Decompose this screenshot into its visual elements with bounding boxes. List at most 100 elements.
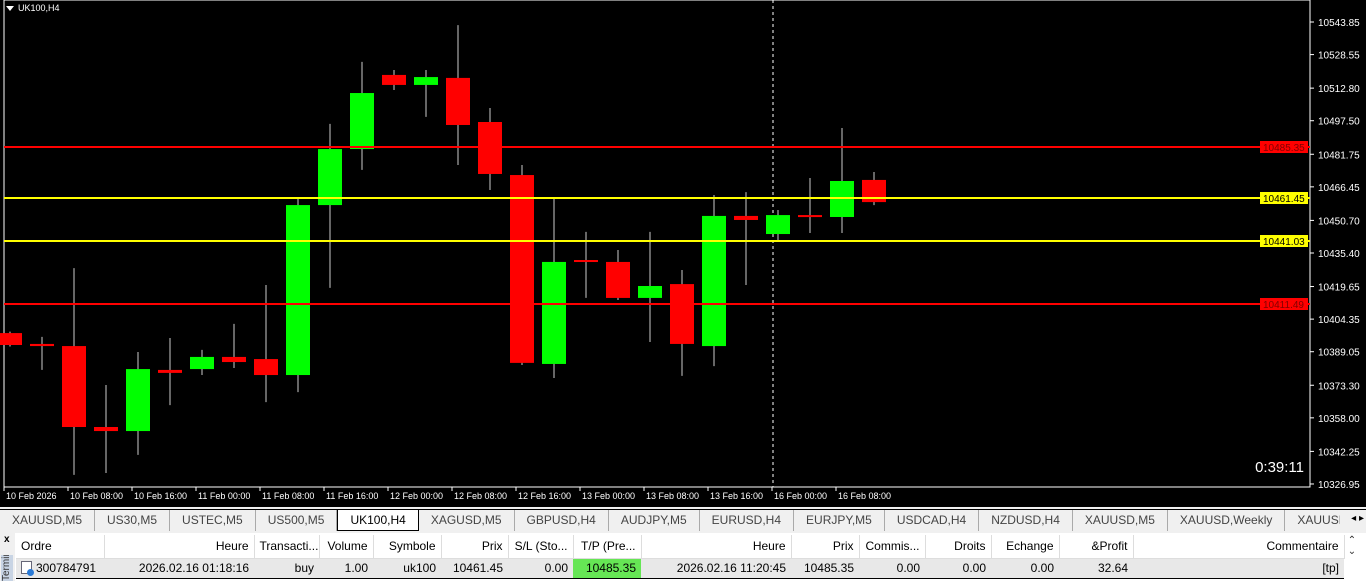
bull-candle xyxy=(702,215,726,347)
bear-candle xyxy=(574,260,598,263)
tab-eurusd-h4[interactable]: EURUSD,H4 xyxy=(700,510,795,531)
column-header[interactable]: Prix xyxy=(441,535,509,559)
table-cell: 10485.35 xyxy=(791,558,859,579)
chart-symbol-label: UK100,H4 xyxy=(18,3,60,13)
bear-candle xyxy=(446,77,470,125)
price-chart[interactable]: 10543.85 10528.55 10512.80 10497.50 10481.75… xyxy=(0,0,1366,507)
column-header[interactable]: Heure xyxy=(104,535,255,559)
column-header[interactable]: Ordre xyxy=(16,535,105,559)
tab-eurjpy-m5[interactable]: EURJPY,M5 xyxy=(794,510,885,531)
price-tick-label: 10342.25 xyxy=(1318,447,1360,458)
bear-candle xyxy=(382,74,406,85)
vertical-scrollbar[interactable]: ⌃ ⌄ xyxy=(1344,535,1360,579)
table-row[interactable]: 300784791 2026.02.16 01:18:16 buy 1.00 uk100… xyxy=(16,558,1344,579)
price-tick-label: 10528.55 xyxy=(1318,51,1360,62)
price-level-label: 10461.45 xyxy=(1263,194,1305,205)
bear-candle xyxy=(734,215,758,220)
tab-scroll-arrows-icon[interactable]: ◂ ▸ xyxy=(1342,513,1364,524)
bear-candle xyxy=(30,343,54,347)
price-level-label: 10441.03 xyxy=(1263,237,1305,248)
bear-candle xyxy=(798,215,822,218)
price-level-tag xyxy=(1260,141,1308,153)
tab-us500-m5[interactable]: US500,M5 xyxy=(256,510,338,531)
tab-nzdusd-h4[interactable]: NZDUSD,H4 xyxy=(979,510,1073,531)
terminal-panel: x Terminal Ordre Heure Transacti... Volume S… xyxy=(0,533,1366,581)
scroll-up-icon[interactable]: ⌃ xyxy=(1347,535,1357,546)
bear-candle xyxy=(222,356,246,363)
price-level-label: 10485.35 xyxy=(1263,143,1305,154)
table-cell: 0.00 xyxy=(991,558,1059,579)
time-label: 10 Feb 2026 xyxy=(6,491,57,501)
column-header[interactable]: Transacti... xyxy=(254,535,320,559)
column-header[interactable]: Commis... xyxy=(859,535,926,559)
tab-ustec-m5[interactable]: USTEC,M5 xyxy=(170,510,256,531)
bear-candle xyxy=(94,427,118,432)
column-header[interactable]: Volume xyxy=(319,535,374,559)
bull-candle xyxy=(638,286,662,298)
time-label: 13 Feb 08:00 xyxy=(646,491,699,501)
time-label: 12 Feb 08:00 xyxy=(454,491,507,501)
table-cell: 0.00 xyxy=(859,558,925,579)
table-cell: uk100 xyxy=(373,558,441,579)
column-header[interactable]: Heure xyxy=(641,535,792,559)
tab-audjpy-m5[interactable]: AUDJPY,M5 xyxy=(609,510,700,531)
tab-xauusd-h1[interactable]: XAUUSD,H1 xyxy=(1285,510,1340,531)
table-cell: 0.00 xyxy=(925,558,991,579)
close-icon[interactable]: x xyxy=(4,534,10,545)
time-label: 10 Feb 16:00 xyxy=(134,491,187,501)
column-header[interactable]: Prix xyxy=(791,535,860,559)
column-header[interactable]: Droits xyxy=(925,535,992,559)
bull-candle xyxy=(318,149,342,206)
table-cell: 2026.02.16 01:18:16 xyxy=(104,558,254,579)
bear-candle xyxy=(862,179,886,203)
price-tick-label: 10373.30 xyxy=(1318,381,1360,392)
price-tick-label: 10419.65 xyxy=(1318,283,1360,294)
time-label: 16 Feb 08:00 xyxy=(838,491,891,501)
bear-candle xyxy=(158,369,182,373)
tab-xauusd-m5[interactable]: XAUUSD,M5 xyxy=(0,510,96,531)
column-header[interactable]: Echange xyxy=(991,535,1060,559)
price-level-label: 10411.49 xyxy=(1263,300,1304,311)
table-cell: 32.64 xyxy=(1059,558,1133,579)
time-label: 11 Feb 00:00 xyxy=(198,491,250,501)
time-label: 13 Feb 00:00 xyxy=(582,491,635,501)
chart-title[interactable]: UK100,H4 xyxy=(6,3,60,13)
dropdown-triangle-icon[interactable] xyxy=(6,5,14,11)
price-tick-label: 10326.95 xyxy=(1318,480,1360,491)
terminal-label: Terminal xyxy=(1,555,13,581)
bear-candle xyxy=(606,261,630,298)
time-label: 16 Feb 00:00 xyxy=(774,491,827,501)
time-label: 12 Feb 00:00 xyxy=(390,491,443,501)
chart-tabs: XAUUSD,M5 US30,M5 USTEC,M5 US500,M5 UK100,H4… xyxy=(0,509,1366,531)
table-cell: buy xyxy=(254,558,319,579)
tab-uk100-h4[interactable]: UK100,H4 xyxy=(337,510,419,531)
tab-xauusd-m5[interactable]: XAUUSD,M5 xyxy=(1073,510,1168,531)
column-header[interactable]: Symbole xyxy=(373,535,442,559)
column-header[interactable]: &Profit xyxy=(1059,535,1134,559)
bear-candle xyxy=(510,175,534,363)
price-tick-label: 10543.85 xyxy=(1318,18,1360,29)
chart-canvas[interactable]: 10543.85 10528.55 10512.80 10497.50 10481.75… xyxy=(0,0,1366,507)
column-header[interactable]: Commentaire xyxy=(1133,535,1345,559)
bear-candle xyxy=(254,359,278,376)
time-label: 13 Feb 16:00 xyxy=(710,491,763,501)
bull-candle xyxy=(542,261,566,364)
column-header[interactable]: S/L (Sto... xyxy=(508,535,574,559)
tab-us30-m5[interactable]: US30,M5 xyxy=(95,510,171,531)
scroll-down-icon[interactable]: ⌄ xyxy=(1347,546,1357,557)
column-header[interactable]: T/P (Pre... xyxy=(573,535,642,559)
price-level-tag xyxy=(1260,192,1308,204)
price-tick-label: 10450.70 xyxy=(1318,216,1360,227)
tab-usdcad-h4[interactable]: USDCAD,H4 xyxy=(885,510,980,531)
table-cell: 1.00 xyxy=(319,558,373,579)
table-cell: 0.00 xyxy=(508,558,573,579)
bull-candle xyxy=(126,369,150,432)
price-tick-label: 10358.00 xyxy=(1318,414,1360,425)
time-label: 12 Feb 16:00 xyxy=(518,491,571,501)
tab-gbpusd-h4[interactable]: GBPUSD,H4 xyxy=(515,510,609,531)
bear-candle xyxy=(0,333,22,346)
tab-xauusd-weekly[interactable]: XAUUSD,Weekly xyxy=(1168,510,1286,531)
table-cell: 2026.02.16 11:20:45 xyxy=(641,558,791,579)
price-tick-label: 10512.80 xyxy=(1318,84,1360,95)
tab-xagusd-m5[interactable]: XAGUSD,M5 xyxy=(419,510,515,531)
